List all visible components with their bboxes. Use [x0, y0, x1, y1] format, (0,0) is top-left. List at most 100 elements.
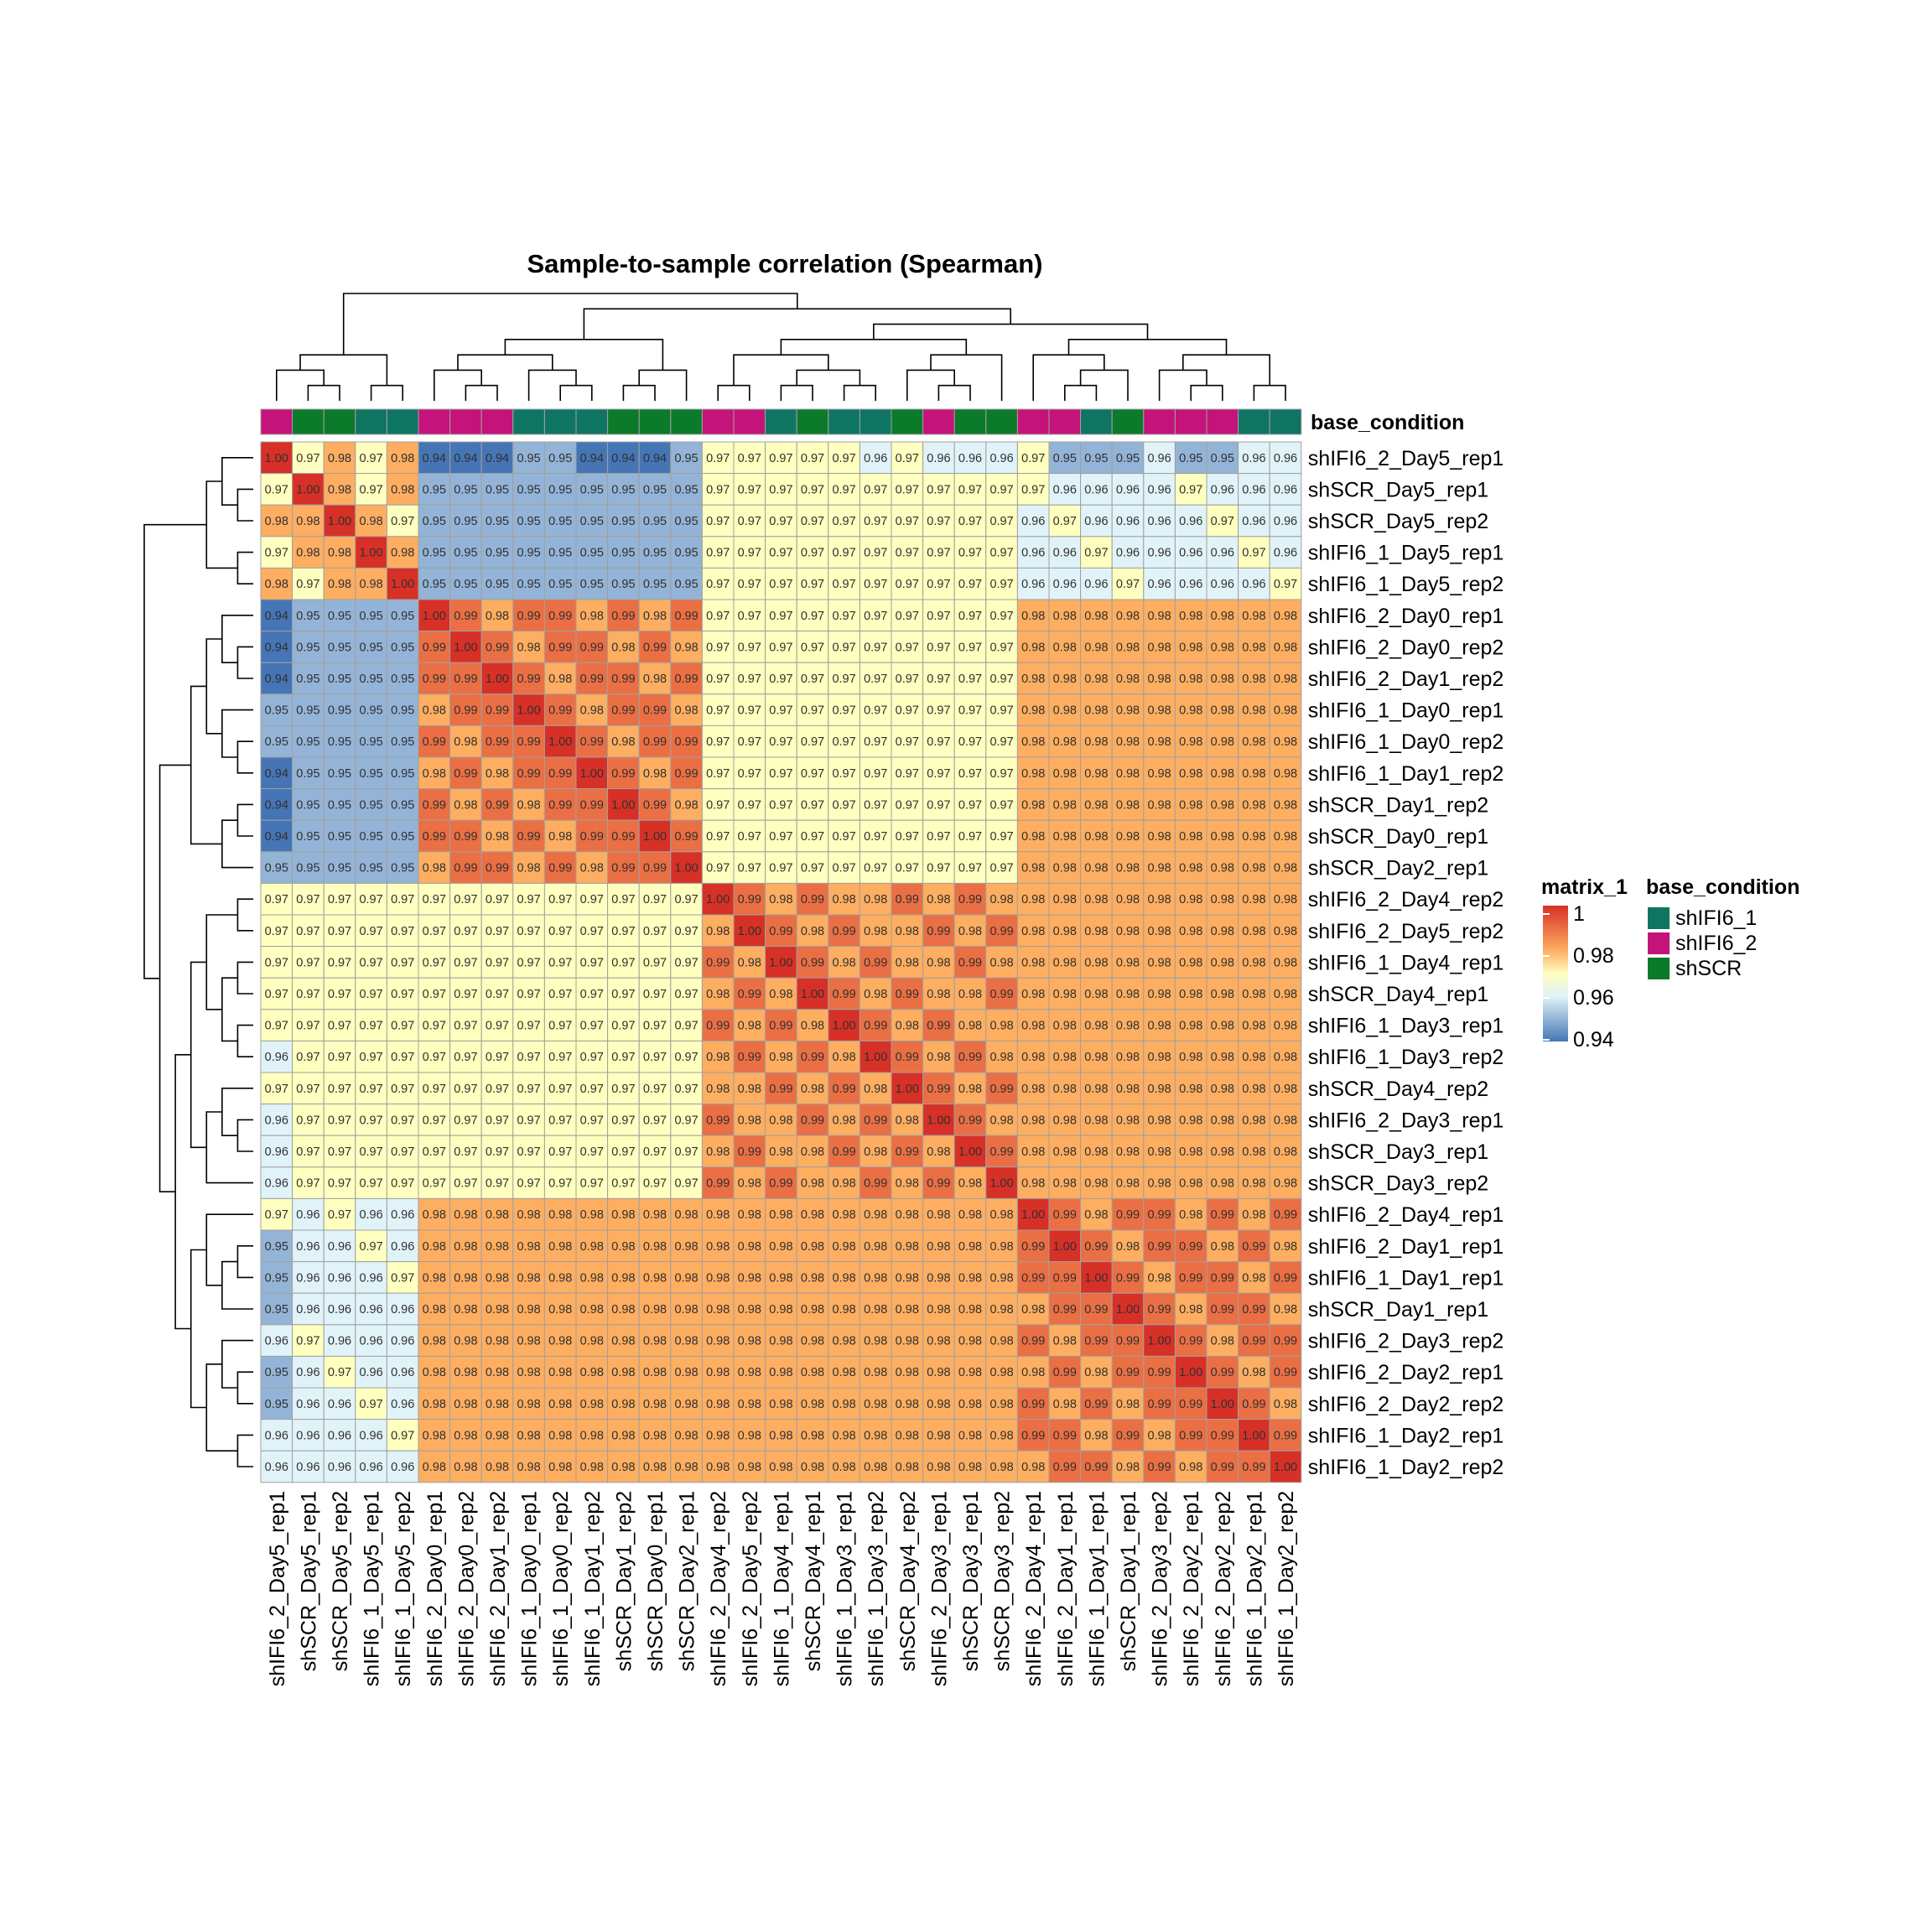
cell-value: 0.98 [864, 1461, 887, 1474]
cell-value: 0.98 [548, 1271, 572, 1285]
column-dendrogram-branch [465, 384, 498, 401]
row-dendrogram [143, 457, 253, 1467]
cell-value: 0.99 [1021, 1429, 1045, 1442]
cell-value: 0.96 [1274, 547, 1297, 560]
heatmap-cell [512, 662, 545, 695]
heatmap-cell [323, 946, 356, 979]
cell-value: 0.99 [1242, 1240, 1265, 1254]
cell-value: 0.99 [454, 673, 477, 686]
cell-value: 0.98 [643, 610, 667, 623]
row-dendrogram-branch [205, 914, 238, 1010]
cell-value: 0.99 [958, 1051, 982, 1064]
cell-value: 0.97 [927, 704, 950, 718]
heatmap-cell [922, 1229, 955, 1263]
cell-value: 0.98 [801, 1461, 824, 1474]
cell-value: 0.97 [265, 893, 288, 906]
cell-value: 0.98 [769, 1208, 792, 1222]
cell-value: 0.98 [1116, 1177, 1140, 1191]
cell-value: 0.99 [580, 830, 604, 844]
cell-value: 0.96 [1242, 483, 1265, 496]
cell-value: 0.98 [1211, 641, 1234, 654]
heatmap-cell [1269, 788, 1302, 821]
cell-value: 1.00 [989, 1177, 1013, 1191]
cell-value: 0.98 [1242, 1366, 1265, 1379]
column-dendrogram-branch [1064, 384, 1098, 401]
heatmap-cell [701, 473, 735, 506]
cell-value: 0.98 [989, 1271, 1013, 1285]
cell-value: 0.97 [454, 1083, 477, 1096]
heatmap-cell [1206, 567, 1239, 600]
heatmap-cell [1080, 631, 1113, 663]
heatmap-cell [701, 756, 735, 790]
cell-value: 0.99 [611, 862, 635, 875]
heatmap-cell [985, 977, 1018, 1010]
heatmap-cell [449, 567, 482, 600]
heatmap-cell [1206, 1135, 1239, 1168]
cell-value: 0.97 [958, 578, 982, 591]
cell-value: 0.99 [801, 1051, 824, 1064]
heatmap-cell [733, 1072, 766, 1105]
cell-value: 0.98 [958, 1366, 982, 1379]
heatmap-cell [859, 631, 892, 663]
cell-value: 0.98 [486, 1240, 509, 1254]
cell-value: 0.98 [1274, 641, 1297, 654]
cell-value: 0.96 [391, 1240, 414, 1254]
cell-value: 0.99 [706, 1020, 730, 1033]
cell-value: 0.98 [1147, 1051, 1171, 1064]
heatmap-cells: 1.00 0.97 0.98 0.97 0.98 0.94 0.94 0.94 0.95 0.95… [260, 441, 1302, 1483]
cell-value: 0.98 [580, 704, 604, 718]
heatmap-cell [1143, 851, 1176, 884]
cell-value: 0.98 [864, 925, 887, 938]
cell-value: 0.99 [769, 1083, 792, 1096]
heatmap-cell [292, 1009, 325, 1041]
row-label: shIFI6_2_Day4_rep1 [1308, 1203, 1504, 1227]
cell-value: 0.98 [1116, 830, 1140, 844]
cell-value: 0.98 [1053, 1114, 1077, 1127]
cell-value: 0.95 [359, 735, 382, 749]
cell-value: 0.99 [1211, 1461, 1234, 1474]
row-label: shSCR_Day3_rep2 [1308, 1172, 1488, 1196]
cell-value: 0.95 [423, 515, 446, 528]
cell-value: 0.95 [391, 735, 414, 749]
cell-value: 0.98 [958, 1177, 982, 1191]
cell-value: 0.97 [517, 956, 540, 969]
heatmap-cell [1269, 1072, 1302, 1105]
cell-value: 0.97 [958, 830, 982, 844]
row-label: shIFI6_2_Day5_rep2 [1308, 920, 1504, 943]
cell-value: 0.97 [391, 925, 414, 938]
column-dendrogram-branch [843, 384, 876, 401]
cell-value: 0.97 [706, 767, 730, 781]
cell-value: 0.96 [391, 1461, 414, 1474]
heatmap-cell [638, 631, 672, 663]
cell-value: 0.95 [580, 483, 604, 496]
cell-value: 0.96 [1084, 483, 1108, 496]
heatmap-cell [1143, 977, 1176, 1010]
column-label: shSCR_Day1_rep2 [612, 1491, 636, 1671]
cell-value: 0.97 [769, 547, 792, 560]
cell-value: 0.98 [1179, 767, 1202, 781]
heatmap-cell [1143, 1104, 1176, 1136]
cell-value: 0.97 [674, 1083, 698, 1096]
cell-value: 0.97 [391, 988, 414, 1001]
cell-value: 0.97 [738, 452, 761, 465]
column-label: shIFI6_2_Day5_rep1 [266, 1491, 289, 1686]
heatmap-cell [638, 1197, 672, 1231]
cell-value: 0.98 [706, 1240, 730, 1254]
cell-value: 0.98 [454, 1271, 477, 1285]
cell-value: 0.99 [454, 830, 477, 844]
cell-value: 0.98 [265, 515, 288, 528]
heatmap-cell [1111, 977, 1145, 1010]
cell-value: 0.98 [674, 704, 698, 718]
heatmap-cell [607, 914, 640, 948]
cell-value: 0.99 [1147, 1398, 1171, 1411]
cell-value: 0.95 [517, 483, 540, 496]
heatmap-cell [1111, 1229, 1145, 1263]
heatmap-cell [891, 851, 924, 884]
annotation-cell [575, 408, 609, 435]
cell-value: 0.98 [958, 1398, 982, 1411]
cell-value: 0.98 [1211, 893, 1234, 906]
cell-value: 0.97 [958, 515, 982, 528]
heatmap-cell [1080, 882, 1113, 916]
cell-value: 0.97 [359, 1020, 382, 1033]
cell-value: 0.97 [927, 767, 950, 781]
